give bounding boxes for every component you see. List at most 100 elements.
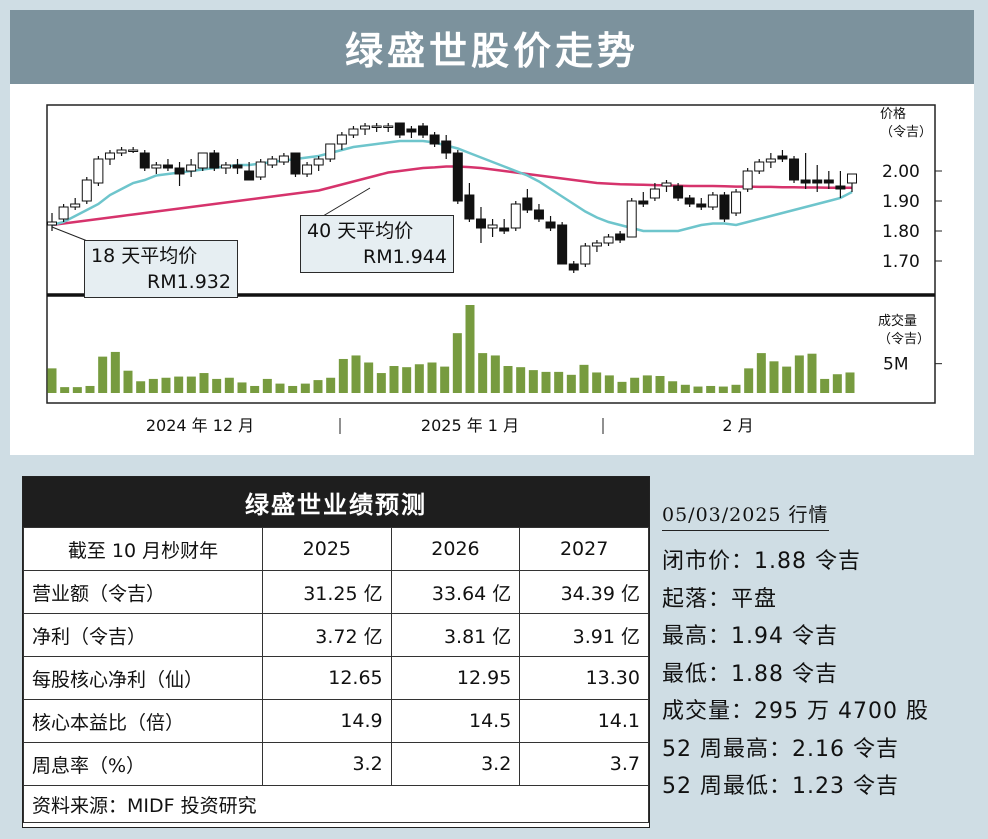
volume-bar [262,378,272,393]
volume-bar [566,374,576,393]
volume-bar [326,377,336,393]
candle-body [418,125,429,136]
volume-bar [820,378,830,393]
volume-bar [427,362,437,393]
row-label: 净利（令吉） [23,613,263,657]
volume-bar [414,364,424,393]
volume-bar [237,382,247,393]
candle-body [800,179,811,184]
candle-body [70,203,81,208]
candle-body [696,203,707,208]
candle-body [707,194,718,208]
ma18-callout: 18 天平均价 RM1.932 [84,240,238,298]
volume-bar [668,381,678,393]
candle-body [487,224,498,229]
volume-tick-label: 5M [883,355,908,375]
volume-bar [680,384,690,393]
volume-bar [452,333,462,393]
ma40-callout-value: RM1.944 [363,246,447,268]
candle-body [209,152,220,169]
quote-volume: 成交量：295 万 4700 股 [662,699,929,724]
candle-body [615,233,626,241]
volume-bar [592,372,602,393]
candle-body [777,155,788,160]
row-value: 13.30 [519,656,649,700]
candle-body [731,191,742,214]
candle-body [278,155,289,163]
volume-bar [744,368,754,393]
volume-bar [604,375,614,393]
candle-body [464,194,475,220]
candle-body [267,158,278,166]
candle-body [475,218,486,229]
row-label: 营业额（令吉） [23,570,263,614]
row-value: 34.39 亿 [519,570,649,614]
table-row: 周息率（%） 3.2 3.2 3.7 [23,742,649,786]
volume-bar [490,355,500,393]
volume-bar [98,356,108,393]
header-cell: 2025 [262,527,392,571]
volume-bar [85,385,95,393]
volume-bar [47,368,57,393]
volume-bar [351,355,361,393]
volume-bar [807,353,817,393]
candle-body [684,197,695,205]
volume-bar [832,374,842,393]
forecast-table-title: 绿盛世业绩预测 [23,477,649,527]
quote-low: 最低：1.88 令吉 [662,661,838,687]
row-value: 3.91 亿 [519,613,649,657]
candle-body [638,200,649,205]
volume-bar [186,376,196,393]
x-axis-label: 2024 年 12 月 [146,416,254,435]
candle-body [151,164,162,169]
candle-body [58,206,69,220]
candle-body [719,194,730,220]
row-value: 14.9 [262,699,392,743]
quote-52w-high: 52 周最高：2.16 令吉 [662,736,899,762]
source-note: 资料来源：MIDF 投资研究 [23,785,649,823]
row-value: 3.81 亿 [390,613,521,657]
candle-body [649,188,660,199]
row-value: 3.7 [519,742,649,786]
candle-body [313,158,324,166]
candle-body [754,161,765,172]
candle-body [302,164,313,175]
candle-body [533,209,544,220]
candle-body [603,236,614,244]
header-cell: 2027 [519,527,649,571]
candle-body [591,242,602,247]
row-value: 12.95 [390,656,521,700]
volume-bar [642,375,652,393]
candle-body [244,170,255,181]
ma18-callout-name: 18 天平均价 [91,245,198,267]
ma40-callout-connector [317,187,371,220]
candle-body [128,149,139,152]
candle-body [197,152,208,169]
x-axis-label: 2 月 [722,416,753,435]
volume-bar [528,370,538,393]
candle-body [661,182,672,187]
volume-bar [199,373,209,393]
candle-body [557,224,568,265]
candle-body [545,221,556,229]
candle-body [139,152,150,169]
volume-bar [731,384,741,393]
volume-bar [364,362,374,393]
volume-bar [465,305,475,393]
volume-bar [718,386,728,393]
volume-unit-label: （令吉） [878,332,930,347]
volume-bar [756,353,766,393]
price-tick-label: 1.90 [882,192,920,212]
volume-bar [516,367,526,393]
candle-body [742,170,753,190]
plot-frame [46,104,936,404]
candle-body [186,164,197,172]
volume-bar [503,366,513,393]
row-value: 14.5 [390,699,521,743]
table-row: 净利（令吉） 3.72 亿 3.81 亿 3.91 亿 [23,613,649,657]
volume-bar [769,361,779,393]
price-unit-label: （令吉） [880,125,932,140]
volume-bar [60,387,70,393]
forecast-grid: 截至 10 月杪财年 2025 2026 2027 营业额（令吉） 31.25 … [23,527,649,823]
row-label: 每股核心净利（仙） [23,656,263,700]
